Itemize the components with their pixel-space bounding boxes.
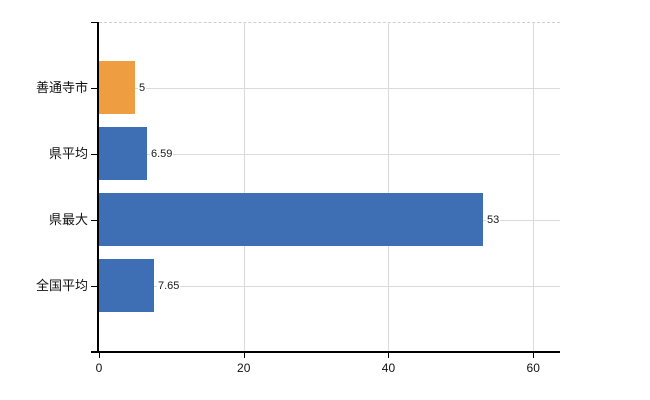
horizontal-gridline bbox=[99, 88, 560, 89]
vertical-gridline bbox=[533, 22, 535, 352]
category-label: 県平均 bbox=[48, 146, 88, 161]
bar-value-label: 7.65 bbox=[157, 278, 181, 294]
y-axis-tick bbox=[91, 220, 98, 221]
x-tick-label: 40 bbox=[381, 361, 396, 375]
bar bbox=[99, 61, 135, 114]
plot-area bbox=[99, 22, 560, 352]
vertical-gridline bbox=[388, 22, 390, 352]
y-axis-tick bbox=[91, 154, 98, 155]
bar bbox=[99, 259, 154, 312]
x-tick-label: 0 bbox=[95, 361, 103, 375]
y-axis-top-tick bbox=[91, 22, 98, 23]
bar-value-label: 53 bbox=[486, 212, 501, 228]
bar bbox=[99, 127, 147, 180]
x-axis-line bbox=[91, 351, 560, 353]
vertical-gridline bbox=[243, 22, 245, 352]
category-label: 善通寺市 bbox=[35, 80, 88, 95]
x-axis-tick bbox=[243, 353, 245, 358]
y-axis-tick bbox=[91, 286, 98, 287]
x-axis-tick bbox=[99, 353, 100, 358]
bar-value-label: 6.59 bbox=[150, 146, 174, 162]
x-tick-label: 20 bbox=[237, 361, 251, 375]
bar-value-label: 5 bbox=[138, 80, 147, 96]
y-axis-line bbox=[97, 22, 99, 353]
category-label: 県最大 bbox=[48, 212, 88, 227]
x-tick-label: 60 bbox=[526, 361, 540, 375]
category-label: 全国平均 bbox=[35, 278, 88, 293]
horizontal-gridline bbox=[99, 286, 560, 287]
bar bbox=[99, 193, 483, 246]
horizontal-gridline bbox=[99, 154, 560, 155]
y-axis-tick bbox=[91, 88, 98, 89]
x-axis-tick bbox=[533, 353, 535, 358]
x-axis-tick bbox=[388, 353, 390, 358]
